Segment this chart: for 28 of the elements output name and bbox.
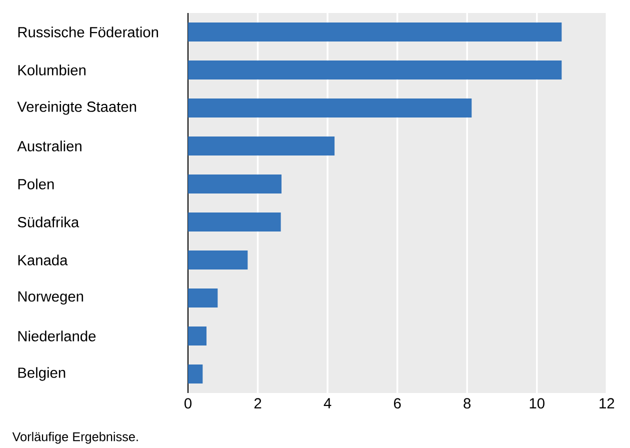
bar <box>188 60 562 80</box>
bar <box>188 98 472 118</box>
y-tick-label: Kolumbien <box>18 64 86 76</box>
x-tick-label: 6 <box>394 398 401 409</box>
x-tick-label: 2 <box>254 398 262 408</box>
bar <box>188 250 248 270</box>
bar <box>188 326 206 346</box>
y-tick-label: Vereinigte Staaten <box>17 101 136 115</box>
bar <box>188 22 562 42</box>
x-tick-label: 8 <box>464 398 471 409</box>
bar <box>188 136 335 156</box>
x-tick-label: 4 <box>324 398 332 408</box>
bar <box>188 288 218 308</box>
y-tick-label: Südafrika <box>18 216 80 228</box>
y-tick-label: Norwegen <box>18 291 84 305</box>
x-tick-label: 0 <box>184 398 192 409</box>
y-tick-label: Belgien <box>18 367 66 381</box>
bar <box>188 364 203 384</box>
x-tick-label: 10 <box>530 398 544 409</box>
y-tick-label: Kanada <box>18 254 68 266</box>
y-tick-label: Niederlande <box>18 330 96 342</box>
x-tick-label: 12 <box>600 398 614 408</box>
y-tick-label: Polen <box>18 178 54 190</box>
y-tick-label: Russische Föderation <box>18 26 158 38</box>
bar <box>188 212 281 232</box>
text: Vorläufige Ergebnisse. <box>12 432 138 444</box>
y-tick-label: Australien <box>17 140 82 152</box>
bar <box>188 174 282 194</box>
